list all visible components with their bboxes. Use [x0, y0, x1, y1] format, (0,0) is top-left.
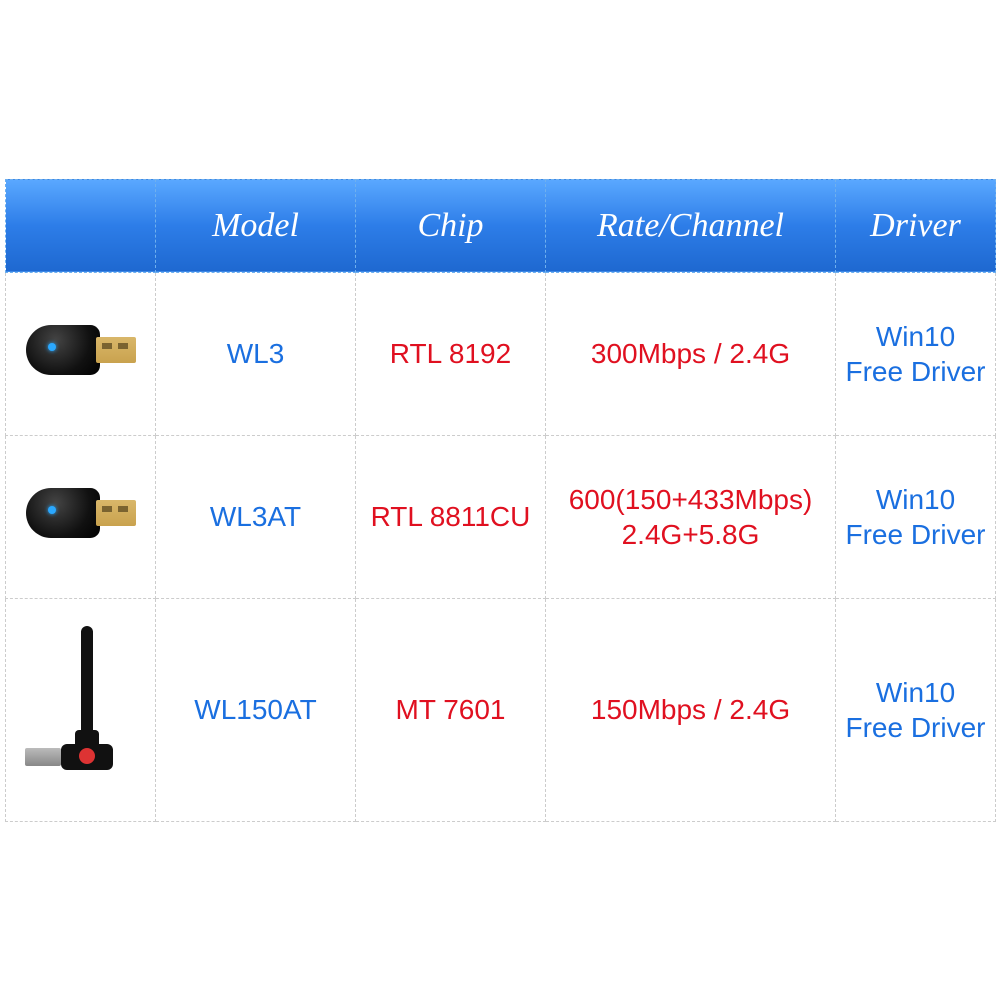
- model-cell: WL150AT: [156, 598, 356, 821]
- table-body: WL3 RTL 8192 300Mbps / 2.4G Win10Free Dr…: [6, 272, 996, 821]
- table-row: WL150AT MT 7601 150Mbps / 2.4G Win10Free…: [6, 598, 996, 821]
- rate-cell: 600(150+433Mbps)2.4G+5.8G: [546, 435, 836, 598]
- product-image-cell: [6, 435, 156, 598]
- header-driver: Driver: [836, 179, 996, 272]
- usb-antenna-icon: [21, 626, 141, 786]
- usb-dongle-icon: [26, 325, 136, 375]
- table-row: WL3AT RTL 8811CU 600(150+433Mbps)2.4G+5.…: [6, 435, 996, 598]
- rate-cell: 300Mbps / 2.4G: [546, 272, 836, 435]
- usb-dongle-icon: [26, 488, 136, 538]
- chip-cell: RTL 8811CU: [356, 435, 546, 598]
- driver-cell: Win10Free Driver: [836, 435, 996, 598]
- product-image-cell: [6, 272, 156, 435]
- model-cell: WL3: [156, 272, 356, 435]
- header-rate: Rate/Channel: [546, 179, 836, 272]
- header-chip: Chip: [356, 179, 546, 272]
- comparison-table-container: Model Chip Rate/Channel Driver WL3 RTL 8…: [5, 179, 995, 822]
- model-cell: WL3AT: [156, 435, 356, 598]
- table-row: WL3 RTL 8192 300Mbps / 2.4G Win10Free Dr…: [6, 272, 996, 435]
- header-image: [6, 179, 156, 272]
- chip-cell: MT 7601: [356, 598, 546, 821]
- table-header: Model Chip Rate/Channel Driver: [6, 179, 996, 272]
- product-image-cell: [6, 598, 156, 821]
- rate-cell: 150Mbps / 2.4G: [546, 598, 836, 821]
- comparison-table: Model Chip Rate/Channel Driver WL3 RTL 8…: [5, 179, 996, 822]
- driver-cell: Win10Free Driver: [836, 272, 996, 435]
- driver-cell: Win10Free Driver: [836, 598, 996, 821]
- header-model: Model: [156, 179, 356, 272]
- chip-cell: RTL 8192: [356, 272, 546, 435]
